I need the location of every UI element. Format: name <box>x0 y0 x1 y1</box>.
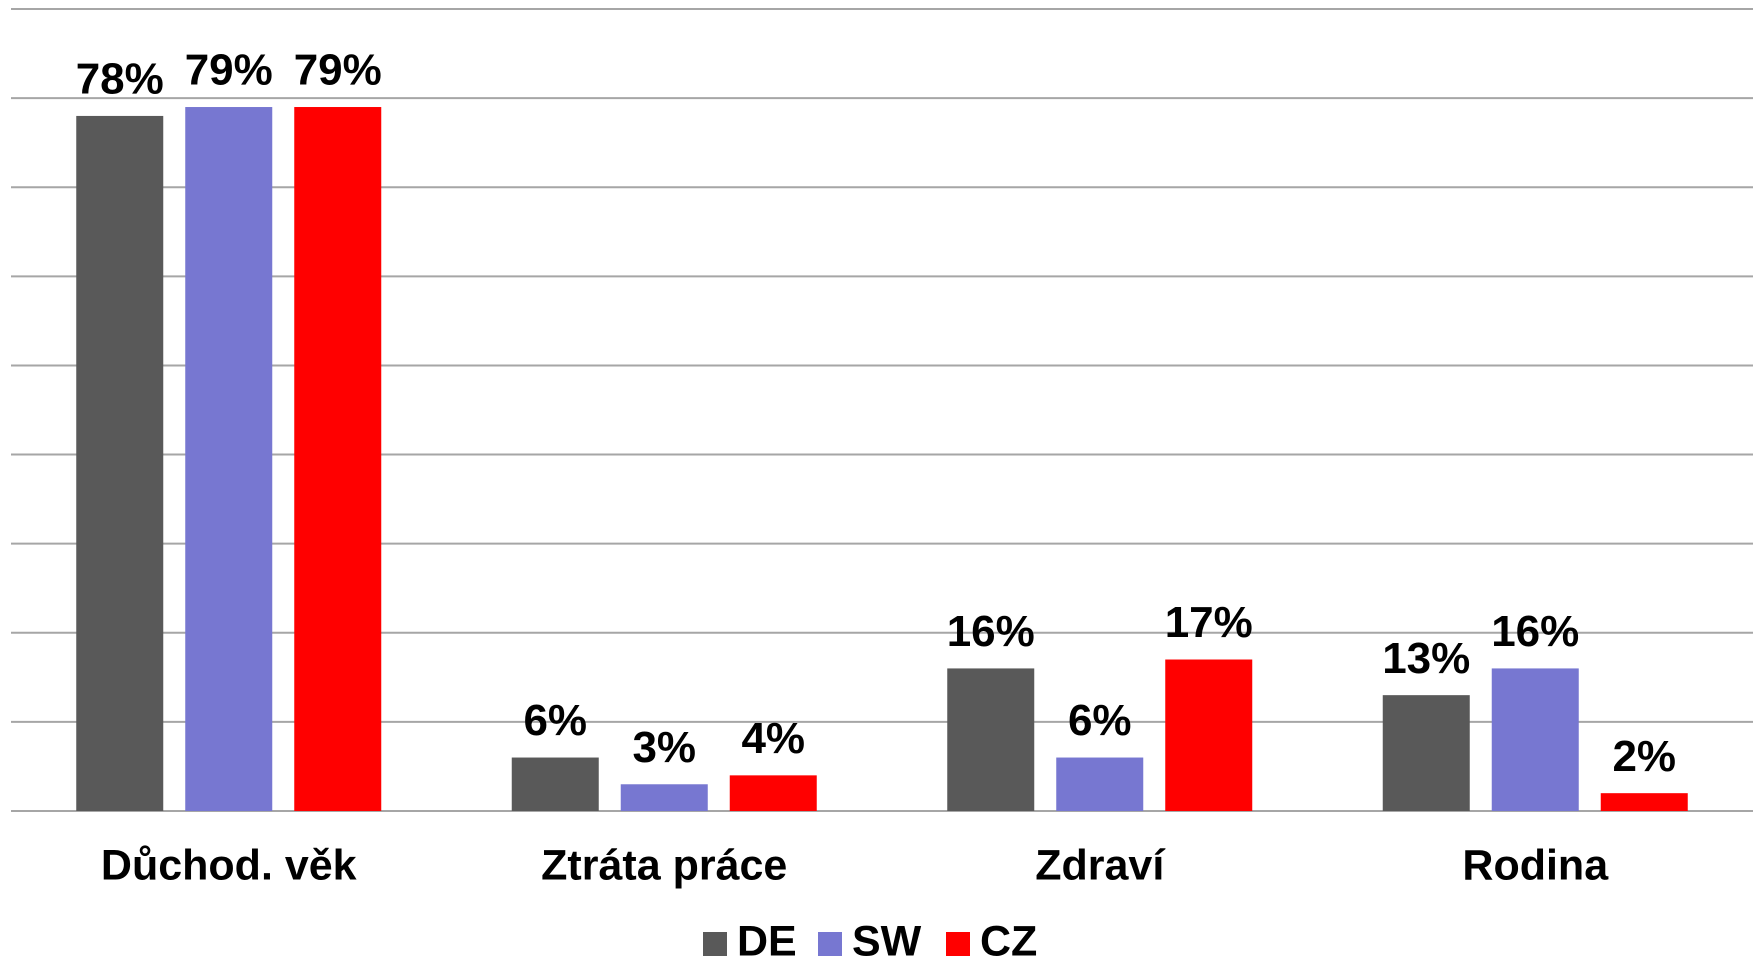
bar <box>1491 668 1579 811</box>
data-label: 4% <box>741 714 805 763</box>
data-label: 16% <box>1491 607 1579 656</box>
legend-swatch <box>818 932 842 956</box>
data-label: 2% <box>1612 732 1676 781</box>
x-tick-label: Důchod. věk <box>101 841 357 889</box>
bar <box>1056 757 1144 811</box>
legend-label: CZ <box>980 917 1037 965</box>
bar <box>76 115 164 811</box>
legend-label: DE <box>737 917 797 965</box>
x-tick-label: Rodina <box>1462 841 1609 889</box>
bar <box>1600 793 1688 811</box>
bar <box>729 775 817 811</box>
x-tick-label: Ztráta práce <box>541 841 787 889</box>
x-tick-label: Zdraví <box>1035 841 1166 889</box>
data-label: 13% <box>1382 634 1470 683</box>
bar <box>294 107 382 812</box>
data-label: 6% <box>1068 696 1132 745</box>
legend-label: SW <box>852 917 922 965</box>
legend-swatch <box>946 932 970 956</box>
bar <box>1165 659 1253 811</box>
bar <box>511 757 599 811</box>
bar <box>620 784 708 811</box>
bar <box>1382 695 1470 811</box>
data-label: 3% <box>632 723 696 772</box>
data-label: 16% <box>947 607 1035 656</box>
bar <box>185 107 273 812</box>
bar <box>947 668 1035 811</box>
data-label: 17% <box>1165 598 1253 647</box>
legend-swatch <box>703 932 727 956</box>
data-label: 79% <box>294 46 382 95</box>
data-label: 6% <box>523 696 587 745</box>
data-label: 78% <box>76 55 164 104</box>
data-label: 79% <box>185 46 273 95</box>
